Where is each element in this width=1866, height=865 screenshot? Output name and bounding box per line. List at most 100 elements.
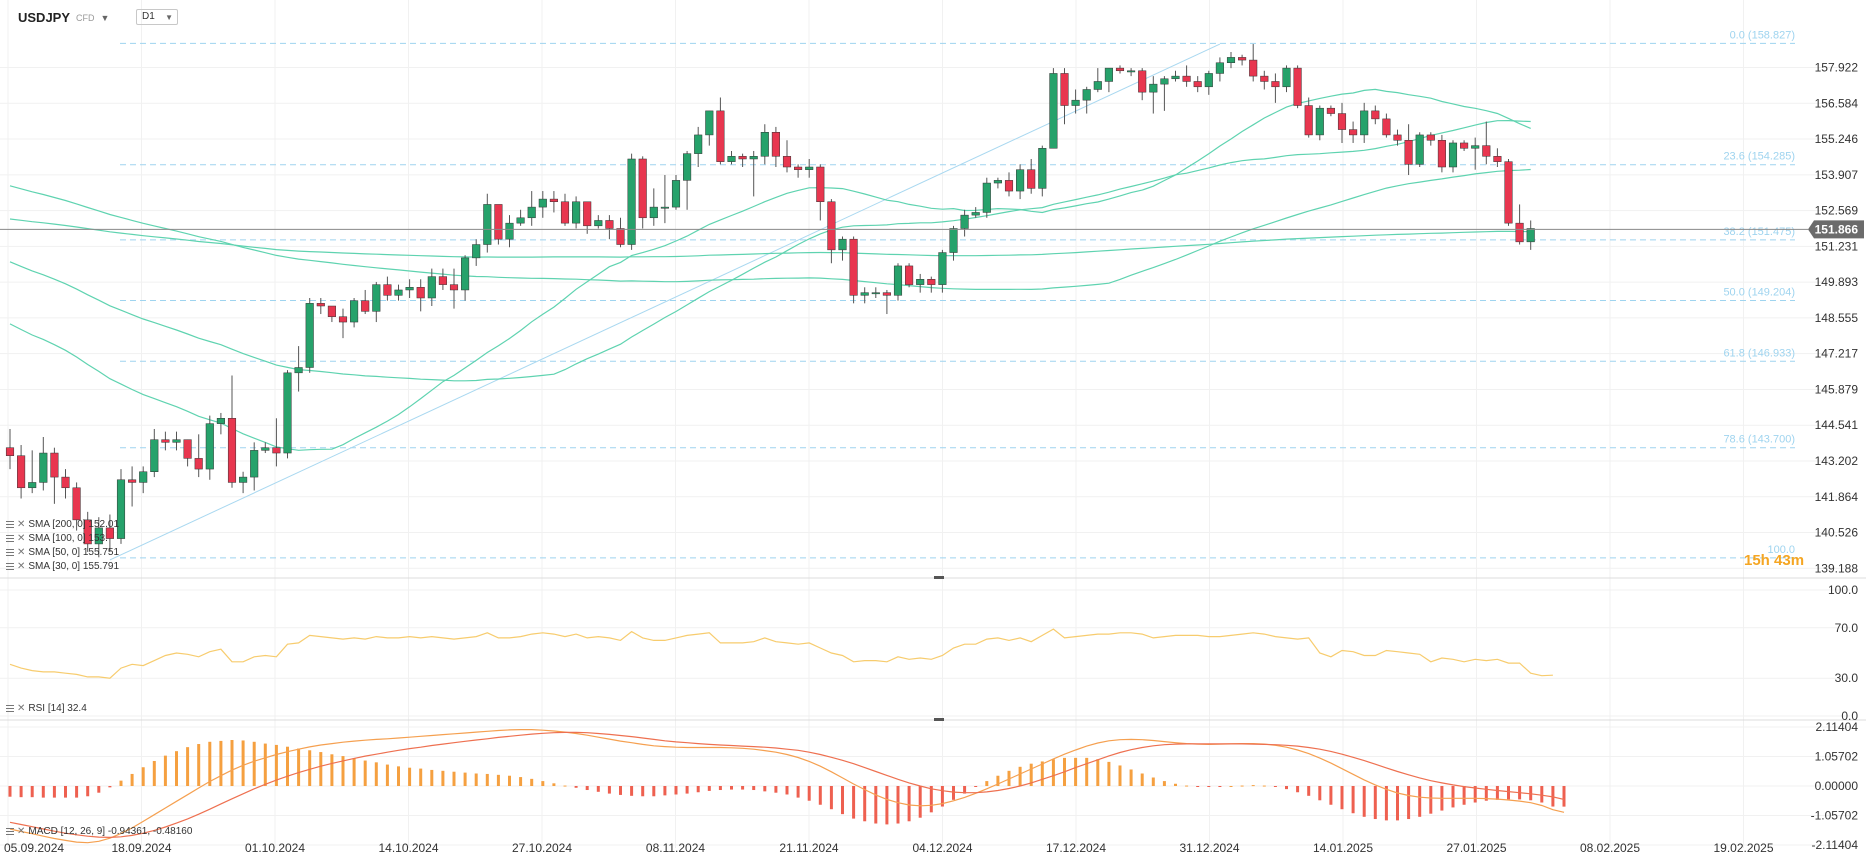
macd-histogram-bar <box>896 786 900 824</box>
candle <box>1027 158 1036 194</box>
fib-level-label: 78.6 (143.700) <box>1723 434 1795 446</box>
candle <box>871 287 880 298</box>
candle <box>960 209 969 237</box>
macd-histogram-bar <box>818 786 822 805</box>
macd-histogram-bar <box>408 767 412 786</box>
macd-histogram-bar <box>30 786 34 798</box>
candle <box>327 305 336 323</box>
close-icon[interactable]: ✕ <box>17 826 26 837</box>
settings-icon[interactable] <box>6 549 14 556</box>
price-tick-label: 151.231 <box>1815 239 1859 253</box>
close-icon[interactable]: ✕ <box>17 519 26 530</box>
macd-histogram-bar <box>1529 786 1533 801</box>
macd-histogram-bar <box>119 780 123 786</box>
symbol-dropdown-icon[interactable]: ▼ <box>100 12 110 23</box>
close-icon[interactable]: ✕ <box>17 533 26 544</box>
candle <box>860 287 869 304</box>
candle <box>194 434 203 478</box>
candle <box>416 279 425 312</box>
macd-histogram-bar <box>485 773 489 786</box>
trend-line-segment[interactable] <box>109 43 1221 561</box>
macd-histogram-bar <box>652 786 656 797</box>
fib-level-label: 38.2 (151.475) <box>1723 226 1795 238</box>
candle <box>1415 132 1424 168</box>
settings-icon[interactable] <box>6 705 14 712</box>
macd-histogram-bar <box>252 741 256 786</box>
fib-level-label: 0.0 (158.827) <box>1730 29 1795 41</box>
candle <box>816 164 825 221</box>
timeframe-value: D1 <box>142 11 155 22</box>
macd-histogram-bar <box>75 786 79 798</box>
macd-histogram-bar <box>1307 786 1311 796</box>
candle <box>893 263 903 301</box>
candle <box>627 153 636 250</box>
settings-icon[interactable] <box>6 521 14 528</box>
time-tick-label: 01.10.2024 <box>245 841 305 855</box>
candle <box>427 268 436 307</box>
price-axis: 157.922 156.584 155.246 153.907 152.569 151.2… <box>1815 61 1859 576</box>
macd-histogram-bar <box>1051 759 1055 786</box>
close-icon[interactable]: ✕ <box>17 561 26 572</box>
instrument-type: CFD <box>76 12 95 23</box>
settings-icon[interactable] <box>6 563 14 570</box>
candle <box>1448 140 1458 173</box>
close-icon[interactable]: ✕ <box>17 547 26 558</box>
moving-averages <box>9 88 1531 451</box>
candle <box>671 175 681 210</box>
candle <box>993 177 1002 189</box>
macd-histogram-bar <box>829 786 833 810</box>
macd-histogram-bar <box>108 786 112 788</box>
time-tick-label: 18.09.2024 <box>111 841 171 855</box>
macd-histogram-bar <box>785 786 789 795</box>
macd-histogram-bar <box>807 786 811 801</box>
sma-line-ma50 <box>9 119 1531 382</box>
settings-icon[interactable] <box>6 535 14 542</box>
macd-histogram-bar <box>1540 786 1544 803</box>
candle <box>782 140 792 173</box>
macd-histogram-bar <box>419 768 423 786</box>
macd-histogram-bar <box>863 786 867 822</box>
timeframe-select[interactable]: D1 ▼ <box>136 9 178 25</box>
macd-histogram-bar <box>1240 785 1244 787</box>
macd-histogram-bar <box>718 786 722 791</box>
macd-tick-label: -2.11404 <box>1812 838 1859 852</box>
resize-handle[interactable] <box>934 576 944 579</box>
candle <box>5 428 15 470</box>
candle <box>1204 70 1213 95</box>
macd-histogram-bar <box>940 786 944 807</box>
candle <box>982 177 991 218</box>
candle <box>216 412 225 435</box>
candle <box>1426 132 1435 146</box>
macd-histogram-bar <box>1451 786 1455 808</box>
time-tick-label: 08.02.2025 <box>1580 841 1640 855</box>
macd-histogram-bar <box>574 786 578 788</box>
candle <box>1515 204 1524 245</box>
candle <box>1482 121 1491 165</box>
macd-histogram-bar <box>385 764 389 786</box>
trend-line[interactable] <box>109 43 1221 561</box>
macd-histogram-bar <box>1507 786 1510 800</box>
close-icon[interactable]: ✕ <box>17 703 26 714</box>
time-axis: 05.09.2024 18.09.2024 01.10.2024 14.10.2024… <box>4 841 1774 855</box>
candle <box>1127 68 1136 77</box>
macd-histogram-bar <box>929 786 933 813</box>
candle <box>150 428 159 478</box>
candle <box>505 215 514 248</box>
macd-histogram-bar <box>219 740 223 786</box>
resize-handle[interactable] <box>934 718 944 721</box>
candle <box>794 164 803 178</box>
symbol-name[interactable]: USDJPY <box>18 10 71 25</box>
price-tick-label: 140.526 <box>1815 526 1859 540</box>
settings-icon[interactable] <box>6 828 14 835</box>
time-tick-label: 17.12.2024 <box>1046 841 1106 855</box>
current-price: 151.866 <box>0 220 1864 239</box>
macd-histogram-bar <box>952 786 955 800</box>
candle <box>1149 76 1158 114</box>
legend-sma100: ✕ SMA [100, 0] 153. <box>6 533 108 544</box>
candle <box>694 126 703 168</box>
macd-histogram-bar <box>918 786 922 818</box>
candle <box>438 268 447 290</box>
fibonacci-levels[interactable]: 0.0 (158.827) 23.6 (154.285) 38.2 (151.475… <box>120 29 1795 559</box>
candle <box>1071 89 1080 114</box>
